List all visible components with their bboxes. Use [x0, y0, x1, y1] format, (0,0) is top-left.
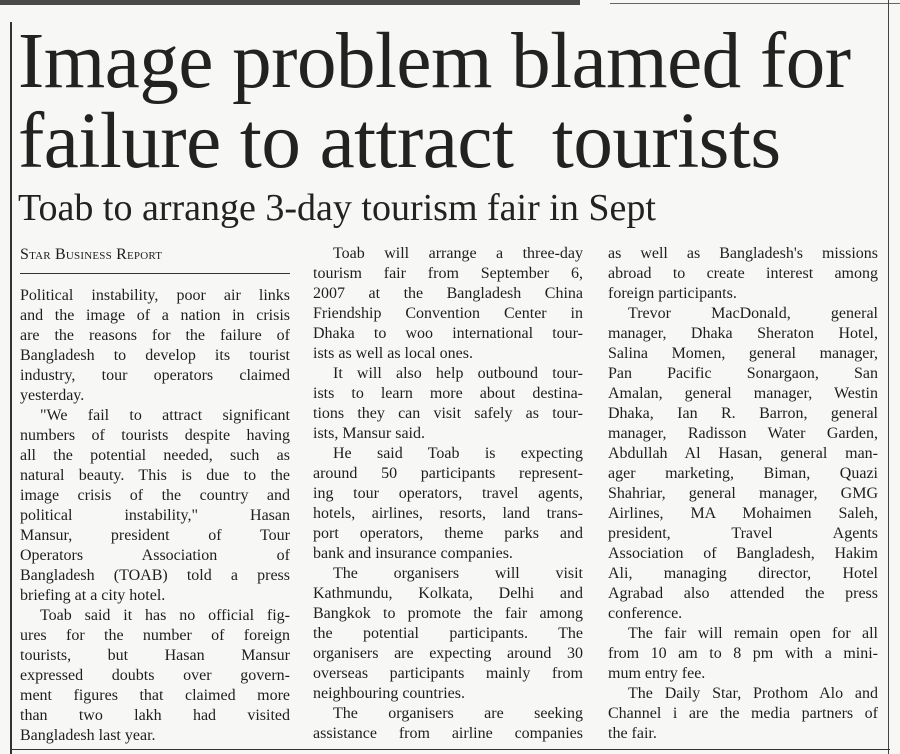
text-line: as well as Bangladesh's missions	[608, 245, 878, 262]
text-line: Trevor MacDonald, general	[628, 305, 878, 322]
text-line: Airlines, MA Mohaimen Saleh,	[608, 505, 878, 522]
text-line: Kathmundu, Kolkata, Delhi and	[313, 585, 583, 602]
text-line: The organisers are seeking	[333, 705, 583, 722]
text-line: Political instability, poor air links	[20, 287, 290, 304]
bottom-rule	[10, 749, 890, 750]
paragraph: Toab will arrange a three-day tourism fai…	[313, 244, 583, 364]
right-border	[888, 0, 889, 754]
text-line: ists as well as local ones.	[313, 345, 473, 362]
text-line: and the image of a nation in crisis	[20, 307, 290, 324]
text-line: Bangladesh last year.	[20, 727, 156, 744]
text-line: Amalan, general manager, Westin	[608, 385, 878, 402]
text-line: Friendship Convention Center in	[313, 305, 583, 322]
article-column-2: Toab will arrange a three-day tourism fai…	[313, 244, 583, 744]
left-border	[10, 22, 12, 754]
headline-line: failure to attract tourists	[18, 98, 781, 185]
text-line: hotels, airlines, resorts, land trans-	[313, 505, 583, 522]
text-line: ists to learn more about destina-	[313, 385, 583, 402]
article-column-3: as well as Bangladesh's missions abroad t…	[608, 244, 878, 744]
text-line: yesterday.	[20, 387, 85, 404]
text-line: Bangladesh (TOAB) told a press	[20, 567, 290, 584]
headline: Image problem blamed for failure to attr…	[18, 22, 851, 182]
text-line: Agrabad also attended the press	[608, 585, 878, 602]
text-line: political instability," Hasan	[20, 507, 290, 524]
text-line: Toab will arrange a three-day	[333, 245, 583, 262]
text-line: expressed doubts over govern-	[20, 667, 290, 684]
text-line: organisers are expecting around 30	[313, 645, 583, 662]
paragraph: The Daily Star, Prothom Alo and Channel i…	[608, 684, 878, 744]
text-line: image crisis of the country and	[20, 487, 290, 504]
text-line: The organisers will visit	[333, 565, 583, 582]
paragraph: Trevor MacDonald, general manager, Dhaka …	[608, 304, 878, 624]
text-line: the fair.	[608, 725, 657, 742]
text-line: ures for the number of foreign	[20, 627, 290, 644]
text-line: Salina Momen, general manager,	[608, 345, 878, 362]
text-line: overseas participants mainly from	[313, 665, 583, 682]
text-line: tourists, but Hasan Mansur	[20, 647, 290, 664]
text-line: "We fail to attract significant	[40, 407, 290, 424]
text-line: are the reasons for the failure of	[20, 327, 290, 344]
text-line: Bangladesh to develop its tourist	[20, 347, 290, 364]
text-line: ists, Mansur said.	[313, 425, 425, 442]
byline-rule	[20, 273, 290, 274]
subheadline: Toab to arrange 3-day tourism fair in Se…	[18, 187, 656, 229]
text-line: Shahriar, general manager, GMG	[608, 485, 878, 502]
top-rule-bar	[0, 0, 580, 5]
text-line: neighbouring countries.	[313, 685, 465, 702]
text-line: numbers of tourists despite having	[20, 427, 290, 444]
text-line: Bangkok to promote the fair among	[313, 605, 583, 622]
text-line: The fair will remain open for all	[628, 625, 878, 642]
text-line: manager, Radisson Water Garden,	[608, 425, 878, 442]
text-line: manager, Dhaka Sheraton Hotel,	[608, 325, 878, 342]
text-line: Channel i are the media partners of	[608, 705, 878, 722]
text-line: industry, tour operators claimed	[20, 367, 290, 384]
text-line: The Daily Star, Prothom Alo and	[628, 685, 878, 702]
paragraph: Toab said it has no official fig-ures fo…	[20, 606, 290, 746]
text-line: briefing at a city hotel.	[20, 587, 166, 604]
text-line: the potential participants. The	[313, 625, 583, 642]
paragraph: as well as Bangladesh's missions abroad t…	[608, 244, 878, 304]
text-line: Dhaka, Ian R. Barron, general	[608, 405, 878, 422]
text-line: Abdullah Al Hasan, general man-	[608, 445, 878, 462]
text-line: He said Toab is expecting	[333, 445, 583, 462]
text-line: conference.	[608, 605, 683, 622]
text-line: bank and insurance companies.	[313, 545, 513, 562]
text-line: all the potential needed, such as	[20, 447, 290, 464]
paragraph: He said Toab is expecting around 50 parti…	[313, 444, 583, 564]
paragraph: Political instability, poor air links and…	[20, 286, 290, 406]
text-line: tourism fair from September 6,	[313, 265, 583, 282]
text-line: ager marketing, Biman, Quazi	[608, 465, 878, 482]
byline: Star Business Report	[20, 246, 163, 263]
text-line: 2007 at the Bangladesh China	[313, 285, 583, 302]
text-line: Toab said it has no official fig-	[40, 607, 290, 624]
text-line: port operators, theme parks and	[313, 525, 583, 542]
paragraph: The organisers will visit Kathmundu, Kolk…	[313, 564, 583, 704]
text-line: ment figures that claimed more	[20, 687, 290, 704]
text-line: assistance from airline companies	[313, 725, 583, 742]
text-line: mum entry fee.	[608, 665, 706, 682]
text-line: around 50 participants represent-	[313, 465, 583, 482]
paragraph: It will also help outbound tour-ists to …	[313, 364, 583, 444]
text-line: It will also help outbound tour-	[333, 365, 583, 382]
text-line: than two lakh had visited	[20, 707, 290, 724]
article-column-1: Political instability, poor air links and…	[20, 286, 290, 746]
text-line: from 10 am to 8 pm with a mini-	[608, 645, 878, 662]
paragraph: "We fail to attract significant numbers o…	[20, 406, 290, 606]
text-line: president, Travel Agents	[608, 525, 878, 542]
text-line: tions they can visit safely as tour-	[313, 405, 583, 422]
text-line: natural beauty. This is due to the	[20, 467, 290, 484]
text-line: Mansur, president of Tour	[20, 527, 290, 544]
paragraph: The organisers are seeking assistance fro…	[313, 704, 583, 744]
text-line: Association of Bangladesh, Hakim	[608, 545, 878, 562]
top-rule-line	[610, 3, 900, 4]
text-line: Ali, managing director, Hotel	[608, 565, 878, 582]
paragraph: The fair will remain open for all from 10…	[608, 624, 878, 684]
text-line: ing tour operators, travel agents,	[313, 485, 583, 502]
text-line: foreign participants.	[608, 285, 737, 302]
text-line: Pan Pacific Sonargaon, San	[608, 365, 878, 382]
text-line: Dhaka to woo international tour-	[313, 325, 583, 342]
text-line: abroad to create interest among	[608, 265, 878, 282]
text-line: Operators Association of	[20, 547, 290, 564]
headline-line: Image problem blamed for	[18, 18, 851, 105]
